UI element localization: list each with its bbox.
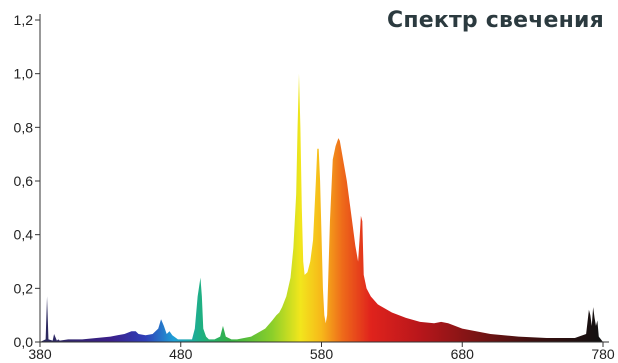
y-tick-label: 0,6 [14,173,34,189]
spectrum-area [40,73,603,343]
x-tick-label: 480 [169,346,193,362]
y-tick-label: 1,2 [14,12,34,28]
chart-title: Спектр свечения [386,8,604,33]
x-tick-label: 780 [591,346,615,362]
axes: 0,0 0,2 0,4 0,6 0,8 1,0 1,2 380 480 580 680 780 [14,12,615,362]
y-tick-label: 0,8 [14,119,34,135]
y-tick-label: 0,2 [14,280,34,296]
x-tick-label: 580 [310,346,334,362]
x-tick-label: 680 [451,346,475,362]
y-tick-label: 0,4 [14,227,34,243]
y-tick-label: 0,0 [14,334,34,350]
plot-area [40,73,603,343]
x-tick-label: 380 [28,346,52,362]
y-tick-label: 1,0 [14,66,34,82]
